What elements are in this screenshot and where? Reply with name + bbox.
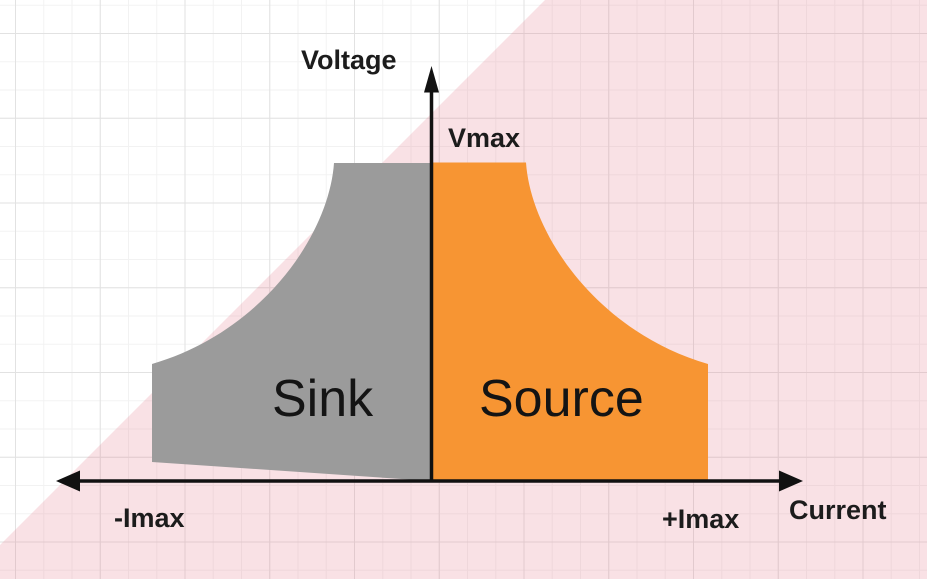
- current-axis-label: Current: [789, 495, 887, 525]
- source-region: [430, 162, 708, 480]
- voltage-axis-arrowhead-icon: [424, 66, 439, 93]
- current-axis-right-arrowhead-icon: [779, 470, 803, 492]
- vmax-tick-label: Vmax: [448, 123, 521, 153]
- positive-imax-tick-label: +Imax: [662, 504, 740, 534]
- voltage-axis-label: Voltage: [301, 45, 397, 75]
- sink-region: [152, 163, 432, 481]
- sink-region-label: Sink: [272, 370, 374, 428]
- source-region-label: Source: [479, 370, 644, 428]
- current-axis-left-arrowhead-icon: [56, 470, 80, 492]
- negative-imax-tick-label: -Imax: [114, 503, 185, 533]
